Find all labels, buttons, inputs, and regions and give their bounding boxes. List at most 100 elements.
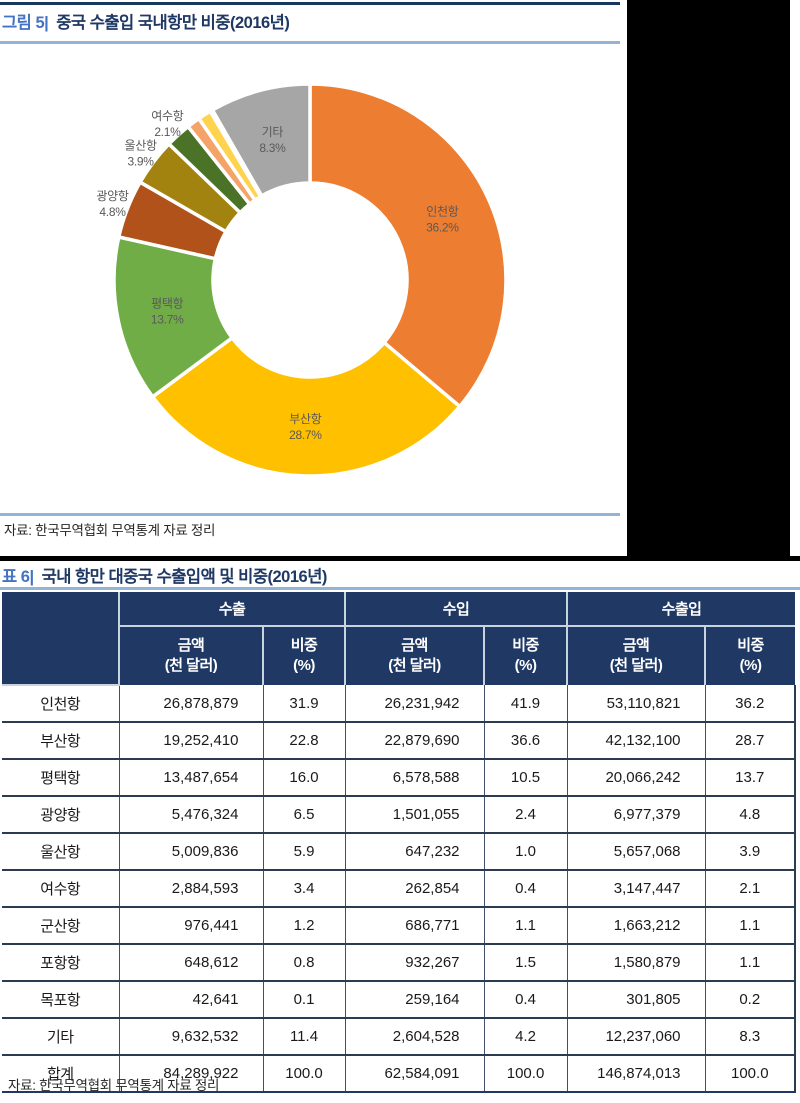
value-cell: 10.5 [484, 759, 568, 797]
table-row: 군산항 976,441 1.2 686,771 1.1 1,663,212 1.1 [2, 907, 797, 945]
value-cell: 0.8 [263, 944, 346, 982]
value-cell: 5,657,068 [567, 833, 706, 871]
value-cell: 4.8 [705, 796, 797, 834]
port-name-cell: 부산항 [2, 722, 120, 760]
value-cell: 0.1 [263, 981, 346, 1019]
donut-chart: 인천항 36.2% 부산항 28.7% 평택항 13.7% 광양항 4.8% 울산항 3.9% 여수… [0, 44, 620, 514]
port-name-cell: 군산항 [2, 907, 120, 945]
value-cell: 262,854 [345, 870, 485, 908]
value-cell: 13.7 [705, 759, 797, 797]
value-cell: 5,009,836 [119, 833, 264, 871]
header-total-share: 비중 (%) [705, 626, 796, 685]
value-cell: 2,604,528 [345, 1018, 485, 1056]
port-name-cell: 평택항 [2, 759, 120, 797]
value-cell: 53,110,821 [567, 685, 706, 723]
table-row: 부산항 19,252,410 22.8 22,879,690 36.6 42,132,10… [2, 722, 797, 760]
value-cell: 1,501,055 [345, 796, 485, 834]
port-name-cell: 광양항 [2, 796, 120, 834]
port-name-cell: 기타 [2, 1018, 120, 1056]
value-cell: 0.4 [484, 981, 568, 1019]
value-cell: 1.1 [705, 944, 797, 982]
value-cell: 259,164 [345, 981, 485, 1019]
slice-label: 36.2% [426, 221, 459, 235]
figure-source-note: 자료: 한국무역협회 무역통계 자료 정리 [4, 523, 216, 538]
table-row: 기타 9,632,532 11.4 2,604,528 4.2 12,237,060 8.3 [2, 1018, 797, 1056]
value-cell: 36.6 [484, 722, 568, 760]
value-cell: 100.0 [263, 1055, 346, 1093]
port-name-cell: 포항항 [2, 944, 120, 982]
slice-label: 2.1% [154, 125, 181, 139]
value-cell: 647,232 [345, 833, 485, 871]
value-cell: 26,878,879 [119, 685, 264, 723]
table-row: 평택항 13,487,654 16.0 6,578,588 10.5 20,066,242… [2, 759, 797, 797]
table-caption: 표 6| 국내 항만 대중국 수출입액 및 비중(2016년) [2, 563, 327, 587]
value-cell: 42,132,100 [567, 722, 706, 760]
slice-label: 28.7% [289, 428, 322, 442]
table-header: 수출 수입 수출입 금액 (천 달러) 비중 (%) 금액 (천 달러) 비중 … [2, 592, 796, 686]
port-name-cell: 여수항 [2, 870, 120, 908]
header-port-column [2, 592, 120, 686]
figure-title: 중국 수출입 국내항만 비중(2016년) [56, 14, 290, 32]
table-row: 합계 84,289,922 100.0 62,584,091 100.0 146,874,… [2, 1055, 797, 1093]
table-row: 울산항 5,009,836 5.9 647,232 1.0 5,657,068 3.9 [2, 833, 797, 871]
value-cell: 3,147,447 [567, 870, 706, 908]
value-cell: 1,663,212 [567, 907, 706, 945]
port-name-cell: 목포항 [2, 981, 120, 1019]
value-cell: 2.4 [484, 796, 568, 834]
value-cell: 28.7 [705, 722, 797, 760]
value-cell: 0.4 [484, 870, 568, 908]
value-cell: 42,641 [119, 981, 264, 1019]
donut-slice [308, 82, 508, 409]
value-cell: 41.9 [484, 685, 568, 723]
value-cell: 686,771 [345, 907, 485, 945]
slice-label: 기타 [262, 125, 284, 139]
value-cell: 22.8 [263, 722, 346, 760]
value-cell: 6,977,379 [567, 796, 706, 834]
table-row: 광양항 5,476,324 6.5 1,501,055 2.4 6,977,379 4.8 [2, 796, 797, 834]
header-export-amount: 금액 (천 달러) [119, 626, 264, 685]
value-cell: 301,805 [567, 981, 706, 1019]
table-row: 여수항 2,884,593 3.4 262,854 0.4 3,147,447 2.1 [2, 870, 797, 908]
figure-caption: 그림 5| 중국 수출입 국내항만 비중(2016년) [2, 9, 290, 33]
ports-trade-table: 수출 수입 수출입 금액 (천 달러) 비중 (%) 금액 (천 달러) 비중 … [2, 592, 797, 1093]
slice-label: 인천항 [426, 204, 458, 219]
value-cell: 62,584,091 [345, 1055, 485, 1093]
value-cell: 3.4 [263, 870, 346, 908]
figure-caption-top-rule [0, 2, 620, 5]
value-cell: 146,874,013 [567, 1055, 706, 1093]
header-group-total: 수출입 [567, 592, 796, 627]
port-name-cell: 울산항 [2, 833, 120, 871]
value-cell: 100.0 [705, 1055, 797, 1093]
value-cell: 1.1 [705, 907, 797, 945]
value-cell: 8.3 [705, 1018, 797, 1056]
header-import-share: 비중 (%) [484, 626, 569, 685]
value-cell: 16.0 [263, 759, 346, 797]
header-export-share: 비중 (%) [263, 626, 347, 685]
value-cell: 31.9 [263, 685, 346, 723]
value-cell: 20,066,242 [567, 759, 706, 797]
donut-slice [150, 336, 462, 478]
header-total-amount: 금액 (천 달러) [567, 626, 707, 685]
value-cell: 648,612 [119, 944, 264, 982]
slice-label: 여수항 [151, 109, 183, 123]
value-cell: 19,252,410 [119, 722, 264, 760]
value-cell: 6,578,588 [345, 759, 485, 797]
figure-bottom-rule [0, 513, 620, 516]
value-cell: 6.5 [263, 796, 346, 834]
value-cell: 1,580,879 [567, 944, 706, 982]
table-body: 인천항 26,878,879 31.9 26,231,942 41.9 53,110,82… [2, 685, 797, 1093]
value-cell: 100.0 [484, 1055, 568, 1093]
value-cell: 5.9 [263, 833, 346, 871]
redacted-region [627, 0, 790, 556]
port-name-cell: 인천항 [2, 685, 120, 723]
table-row: 인천항 26,878,879 31.9 26,231,942 41.9 53,110,82… [2, 685, 797, 723]
port-name-cell: 합계 [2, 1055, 120, 1093]
table-source-note: 자료: 한국무역협회 무역통계 자료 정리 [8, 1078, 220, 1093]
value-cell: 11.4 [263, 1018, 346, 1056]
value-cell: 84,289,922 [119, 1055, 264, 1093]
value-cell: 1.1 [484, 907, 568, 945]
value-cell: 22,879,690 [345, 722, 485, 760]
value-cell: 5,476,324 [119, 796, 264, 834]
table-row: 목포항 42,641 0.1 259,164 0.4 301,805 0.2 [2, 981, 797, 1019]
